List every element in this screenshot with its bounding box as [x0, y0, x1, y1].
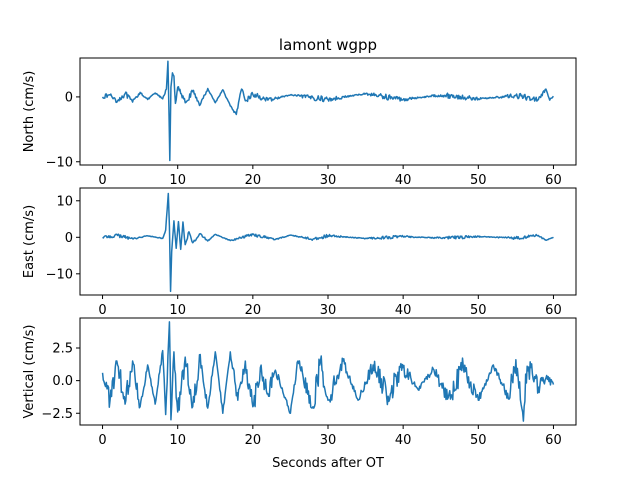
figure-title: lamont wgpp	[279, 36, 377, 54]
subplot-panels: 0 10 20 30 40 50 60 −10 0 North (cm/s) 0 10 20 30 40 50…	[22, 57, 577, 448]
x-tick-label-vertical-20: 20	[245, 433, 262, 448]
x-tick-label-vertical-60: 60	[545, 433, 562, 448]
x-tick-label-east-30: 30	[320, 303, 337, 318]
x-tick-label-north-20: 20	[245, 173, 262, 188]
x-tick-label-north-60: 60	[545, 173, 562, 188]
series-line-vertical	[101, 321, 555, 422]
y-tick-label-north-1: 0	[65, 90, 73, 105]
x-tick-label-east-0: 0	[98, 303, 106, 318]
series-line-north	[101, 60, 554, 162]
y-tick-label-vertical-0: −2.5	[41, 407, 73, 422]
subplot-north: 0 10 20 30 40 50 60 −10 0 North (cm/s)	[22, 57, 577, 188]
y-tick-label-east-2: 10	[56, 194, 73, 209]
x-tick-label-north-30: 30	[320, 173, 337, 188]
x-tick-label-north-40: 40	[395, 173, 412, 188]
y-tick-label-east-1: 0	[65, 231, 73, 246]
x-tick-label-north-10: 10	[169, 173, 186, 188]
subplot-vertical: 0 10 20 30 40 50 60 −2.5 0.0 2.5 Vertical (cm/s)	[22, 317, 577, 448]
x-tick-label-north-0: 0	[98, 173, 106, 188]
y-tick-label-east-0: −10	[46, 267, 73, 282]
x-tick-label-vertical-0: 0	[98, 433, 106, 448]
y-tick-label-vertical-2: 2.5	[52, 342, 73, 357]
x-axis-label: Seconds after OT	[272, 456, 384, 471]
x-tick-label-east-40: 40	[395, 303, 412, 318]
x-tick-label-east-50: 50	[470, 303, 487, 318]
x-tick-label-north-50: 50	[470, 173, 487, 188]
series-line-east	[102, 192, 554, 293]
x-tick-label-east-60: 60	[545, 303, 562, 318]
y-axis-label-east: East (cm/s)	[22, 205, 37, 278]
x-tick-label-vertical-50: 50	[470, 433, 487, 448]
x-tick-label-vertical-30: 30	[320, 433, 337, 448]
y-axis-label-vertical: Vertical (cm/s)	[22, 325, 37, 419]
x-tick-label-east-20: 20	[245, 303, 262, 318]
x-tick-label-east-10: 10	[169, 303, 186, 318]
x-tick-label-vertical-40: 40	[395, 433, 412, 448]
y-tick-label-vertical-1: 0.0	[52, 374, 73, 389]
y-tick-label-north-0: −10	[46, 155, 73, 170]
y-axis-label-north: North (cm/s)	[22, 71, 37, 153]
subplot-east: 0 10 20 30 40 50 60 −10 0 10 East (cm/s)	[22, 187, 577, 318]
x-tick-label-vertical-10: 10	[169, 433, 186, 448]
